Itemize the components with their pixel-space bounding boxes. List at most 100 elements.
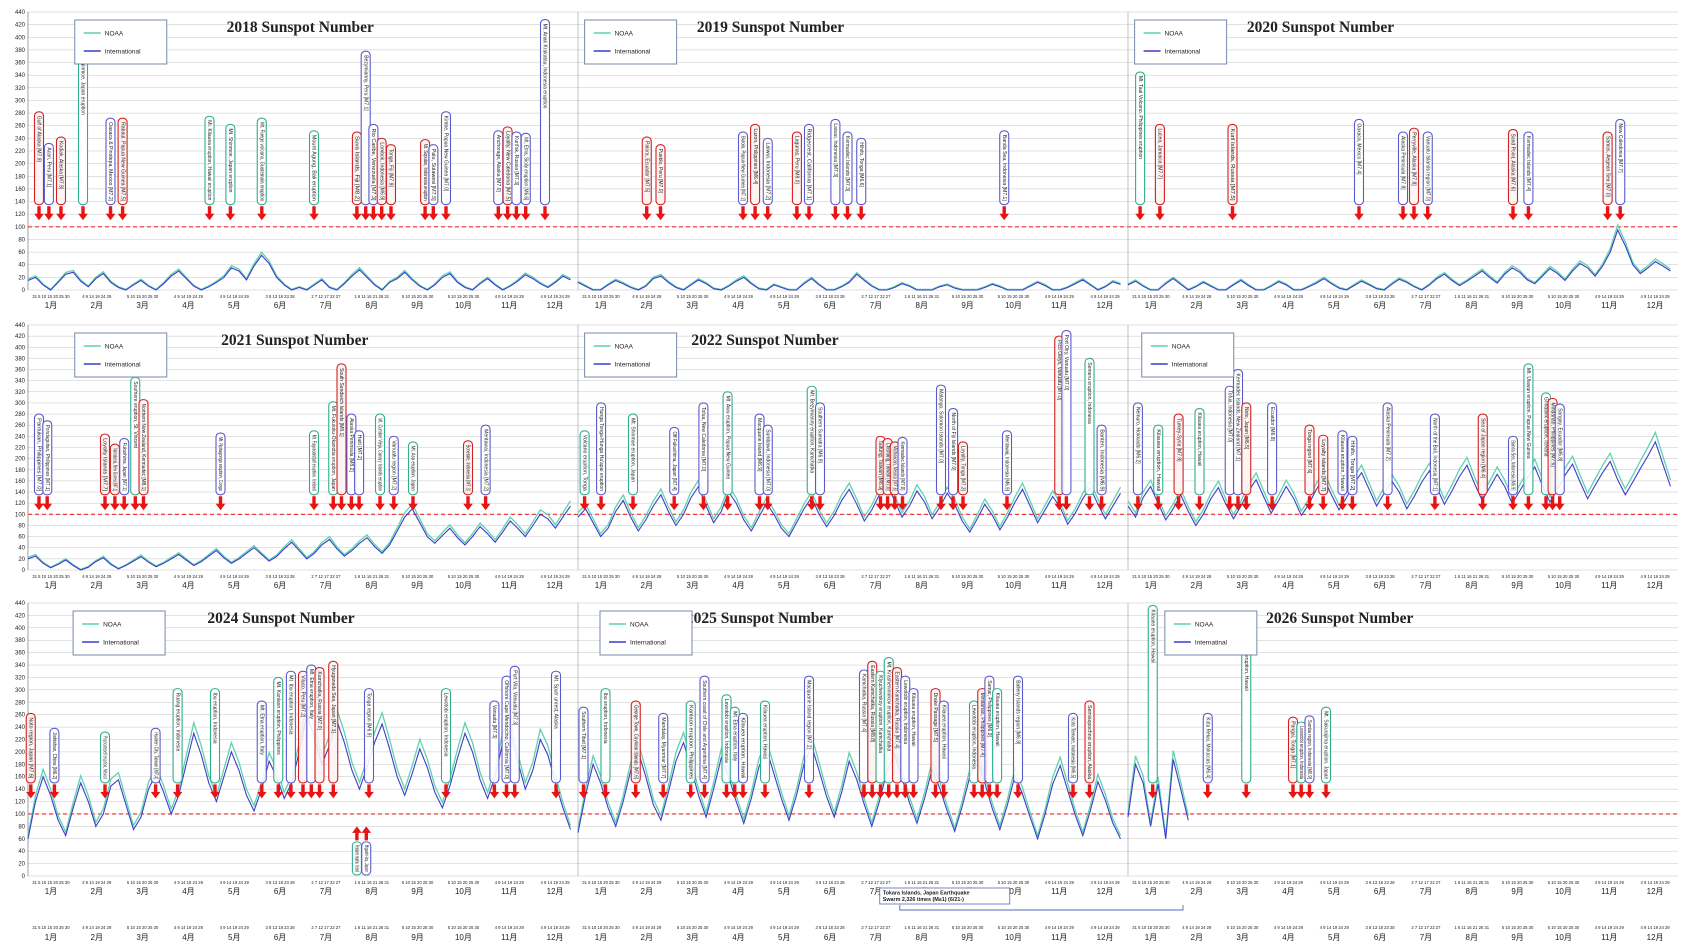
annotation-box — [462, 440, 474, 496]
event-annotation: Namatanai, New Guinea [M7.1] — [109, 443, 120, 511]
down-arrow-icon — [375, 496, 385, 511]
y-tick-label: 320 — [15, 86, 26, 92]
event-annotation: Banda Sea, Indonesia [M6.9] — [1507, 435, 1519, 511]
international-line — [27, 254, 571, 291]
annotation-label: Tonga region [M7.6] — [1306, 429, 1312, 474]
month-label: 6月 — [824, 581, 836, 590]
down-arrow-icon — [257, 206, 267, 221]
day-tick-labels: 1 6 11 16 21 26 31 — [354, 294, 389, 299]
annotation-label: Ibu eruption, Indonesia — [602, 693, 608, 744]
month-label: 2月 — [91, 581, 103, 590]
down-arrow-icon — [501, 784, 512, 799]
event-annotation: Mt. Taal Volcano, Philippines eruption — [1135, 71, 1146, 221]
annotation-label: Popocatepetl eruption, Mexico — [102, 736, 108, 779]
event-annotation: Volcano eruption, Tonga — [579, 430, 590, 511]
month-label: 4月 — [732, 933, 744, 942]
annotation-box — [1067, 712, 1079, 784]
down-arrow-icon — [830, 206, 841, 221]
month-label: 7月 — [320, 581, 332, 590]
day-tick-labels: 4 9 14 19 24 29 — [1091, 925, 1121, 930]
annotation-box — [49, 727, 60, 784]
down-arrow-icon — [1224, 496, 1235, 511]
down-arrow-icon — [100, 496, 110, 511]
month-label: 12月 — [1097, 887, 1114, 896]
day-tick-labels: 4 9 14 19 24 29 — [632, 294, 662, 299]
y-tick-label: 60 — [18, 535, 25, 541]
annotation-label: Kilauea eruption, Hawaii — [941, 705, 947, 759]
day-tick-labels: 5 10 15 20 25 30 — [448, 294, 480, 299]
event-annotation: Nemuro, Hokkaido [M6.2] — [1132, 402, 1143, 511]
down-arrow-icon — [750, 206, 760, 221]
month-label: 2月 — [641, 933, 653, 942]
annotation-box — [1429, 413, 1440, 496]
month-label: 1月 — [595, 581, 607, 590]
annotation-label: Ibu eruption, Indonesia — [212, 693, 218, 744]
event-annotation: Gulf of Alaska [M7.9] — [33, 111, 45, 221]
y-tick-label: 100 — [15, 812, 26, 818]
down-arrow-icon — [328, 496, 339, 511]
month-label: 1月 — [1145, 933, 1157, 942]
annotation-box — [285, 670, 296, 784]
day-tick-labels: 2 7 12 17 22 27 — [861, 880, 891, 885]
event-annotation: Ibu eruption, Indonesia — [600, 688, 611, 799]
annotation-label: Semisopochnoi eruption, Alaska — [1086, 705, 1092, 779]
annotation-box — [1154, 123, 1165, 206]
annotation-label: Michoacan, Mexico [M7.6] — [892, 446, 898, 491]
annotation-label: Suva Islands, Fiji [M8.2] — [354, 136, 360, 202]
annotation-label: Rio Caribe, Venezuela [M7.3] — [370, 129, 376, 202]
day-tick-labels: 4 9 14 19 24 29 — [724, 880, 754, 885]
day-tick-labels: 4 9 14 19 24 29 — [1045, 294, 1075, 299]
month-label: 10月 — [1005, 581, 1022, 590]
annotation-box — [99, 731, 111, 784]
annotation-label: Palu, Sulawesi [M7.5] — [430, 149, 436, 202]
day-tick-labels: 4 9 14 19 24 29 — [1595, 294, 1625, 299]
legend-2025: NOAA International — [599, 610, 693, 656]
noaa-legend-label: NOAA — [630, 622, 649, 629]
annotation-label: Kuril Islands, Russia [M7.5] — [1229, 129, 1235, 202]
event-annotation: Mt. Fagradalsfjall eruption, Iceland — [308, 430, 320, 511]
down-arrow-icon — [1013, 784, 1023, 799]
chart-row-2018-2020: 0 20 40 60 80 100 120 140 160 180 200 220 240 260 280 3… — [15, 10, 1678, 310]
month-label: 6月 — [1374, 887, 1386, 896]
down-arrow-icon — [49, 784, 60, 799]
annotation-label: Banda Sea, Indonesia [M7.1] — [1001, 135, 1007, 202]
event-annotation: Palu, Sulawesi [M7.5] — [428, 144, 439, 221]
month-label: 2月 — [1191, 887, 1203, 896]
noaa-line — [27, 251, 571, 291]
y-tick-label: 360 — [15, 368, 26, 374]
event-annotation: Rio Caribe, Venezuela [M7.3] — [368, 123, 379, 221]
day-tick-labels: 1 6 11 16 21 26 31 — [904, 925, 939, 930]
panel-title-2021: 2021 Sunspot Number — [221, 332, 368, 349]
down-arrow-icon — [44, 206, 54, 221]
y-tick-label: 100 — [15, 225, 26, 231]
noaa-legend-label: NOAA — [615, 344, 634, 351]
annotation-label: Mt. Nyiragongo eruption, Congo — [217, 437, 223, 491]
down-arrow-icon — [1508, 206, 1518, 221]
day-tick-labels: 4 9 14 19 24 29 — [1274, 294, 1304, 299]
y-tick-label: 100 — [15, 512, 26, 518]
day-tick-labels: 4 9 14 19 24 29 — [1320, 925, 1350, 930]
annotation-box — [935, 384, 947, 496]
event-annotation: Noto, Japan [M6.5] — [1241, 402, 1252, 511]
month-label: 5月 — [1328, 933, 1340, 942]
event-annotation: Tonga region [M7.6] — [1304, 424, 1315, 511]
month-label: 11月 — [1051, 301, 1067, 310]
down-arrow-icon — [130, 496, 141, 511]
annotation-label: Higashi-Izu, Japan — [363, 845, 369, 872]
down-arrow-icon — [658, 784, 668, 799]
month-label: 10月 — [455, 301, 472, 310]
day-tick-labels: 5 10 15 20 25 30 — [1227, 574, 1259, 579]
annotation-label: Vanuatu region [M7.2] — [390, 440, 396, 491]
y-tick-label: 80 — [18, 237, 25, 243]
annotation-label: Kilauea eruption, Hawaii — [994, 693, 1000, 747]
y-tick-label: 80 — [18, 824, 25, 830]
annotation-box — [762, 424, 773, 496]
down-arrow-icon — [1541, 496, 1551, 511]
day-tick-labels: 4 9 14 19 24 29 — [770, 574, 800, 579]
month-label: 1月 — [595, 887, 607, 896]
annotation-box — [117, 117, 128, 206]
annotation-label: Mandalay, Myanmar [M7.7] — [660, 717, 666, 779]
event-annotation: George Town, Cayman Islands [M7.6] — [630, 700, 641, 799]
annotation-label: Lewotobi eruption, Indonesia — [443, 693, 449, 757]
event-annotation: Sea of Japan region [M6.4] — [1477, 413, 1488, 511]
